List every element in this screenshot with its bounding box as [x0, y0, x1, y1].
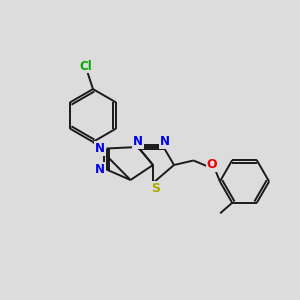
Text: S: S — [152, 182, 160, 195]
Text: N: N — [133, 135, 143, 148]
Text: N: N — [95, 142, 105, 155]
Text: Cl: Cl — [80, 59, 92, 73]
Text: N: N — [95, 163, 105, 176]
Text: O: O — [207, 158, 218, 171]
Text: N: N — [160, 135, 170, 148]
